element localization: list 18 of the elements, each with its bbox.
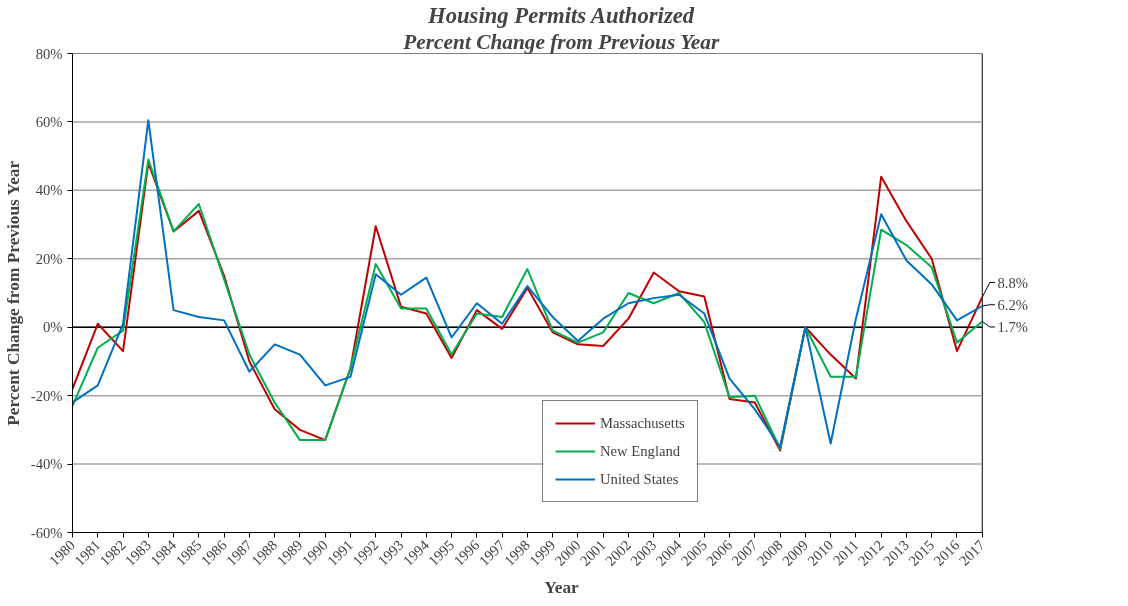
y-tick-label: 20% [35, 250, 63, 267]
y-tick-label: -20% [30, 387, 63, 404]
annotation: 8.8% [997, 274, 1028, 291]
chart-title: Housing Permits Authorized [427, 2, 695, 28]
annotation: 6.2% [997, 296, 1028, 313]
legend-label: United States [600, 470, 679, 488]
y-tick-label: -40% [30, 456, 63, 473]
y-tick-label: 0% [42, 319, 63, 336]
y-tick-label: 40% [35, 182, 63, 199]
legend-label: Massachusetts [600, 414, 685, 432]
x-axis-title: Year [544, 578, 580, 598]
annotation: 1.7% [997, 318, 1028, 335]
y-axis-title: Percent Change from Previous Year [3, 160, 23, 426]
y-tick-label: 60% [35, 113, 63, 130]
y-tick-label: -60% [30, 524, 63, 541]
legend-label: New England [600, 442, 681, 460]
chart-subtitle: Percent Change from Previous Year [402, 29, 720, 54]
y-tick-label: 80% [35, 45, 63, 62]
